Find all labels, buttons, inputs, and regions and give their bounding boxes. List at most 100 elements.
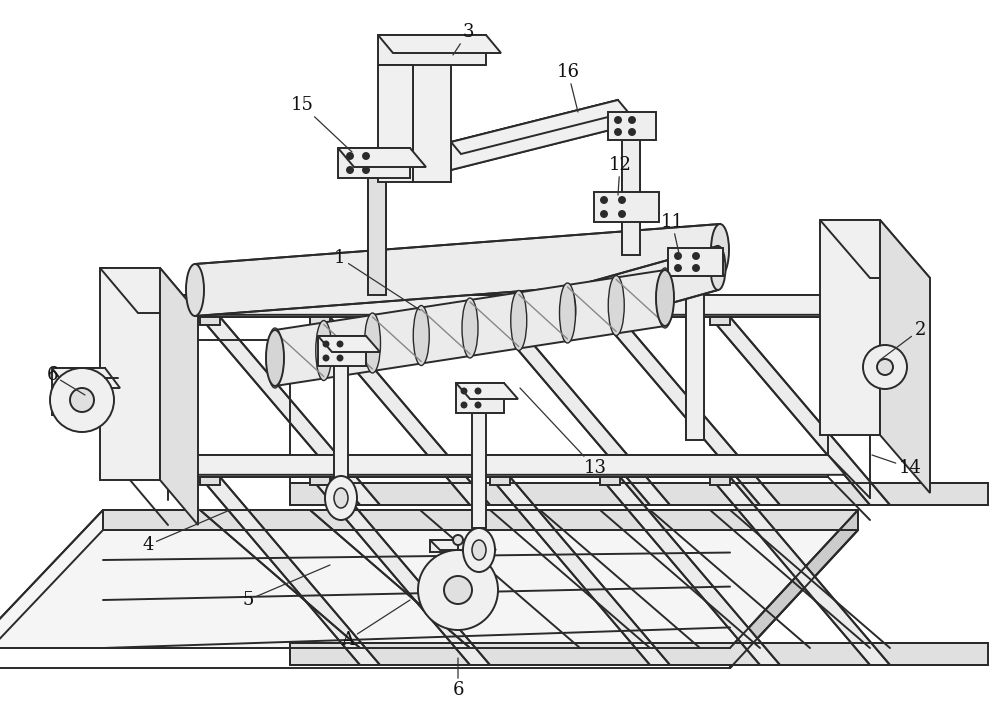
Polygon shape bbox=[456, 383, 504, 413]
Circle shape bbox=[629, 129, 635, 135]
Polygon shape bbox=[200, 317, 220, 325]
Circle shape bbox=[877, 359, 893, 375]
Polygon shape bbox=[378, 35, 501, 53]
Ellipse shape bbox=[334, 488, 348, 508]
Polygon shape bbox=[594, 192, 659, 222]
Polygon shape bbox=[472, 413, 486, 528]
Polygon shape bbox=[710, 317, 890, 505]
Circle shape bbox=[629, 117, 635, 123]
Text: 5: 5 bbox=[242, 565, 330, 609]
Polygon shape bbox=[130, 295, 828, 317]
Circle shape bbox=[863, 345, 907, 389]
Ellipse shape bbox=[656, 270, 674, 326]
Polygon shape bbox=[490, 477, 670, 665]
Polygon shape bbox=[710, 477, 890, 665]
Polygon shape bbox=[130, 455, 845, 475]
Polygon shape bbox=[490, 317, 670, 505]
Ellipse shape bbox=[316, 320, 332, 381]
Polygon shape bbox=[130, 455, 828, 477]
Circle shape bbox=[619, 211, 625, 217]
Circle shape bbox=[615, 129, 621, 135]
Polygon shape bbox=[568, 246, 718, 332]
Text: 1: 1 bbox=[334, 249, 420, 310]
Circle shape bbox=[338, 341, 342, 347]
Polygon shape bbox=[600, 317, 620, 325]
Polygon shape bbox=[368, 178, 386, 295]
Circle shape bbox=[675, 253, 681, 259]
Polygon shape bbox=[52, 368, 120, 388]
Polygon shape bbox=[430, 540, 486, 552]
Text: 6: 6 bbox=[46, 366, 85, 395]
Polygon shape bbox=[608, 112, 656, 140]
Circle shape bbox=[363, 167, 369, 173]
Circle shape bbox=[615, 117, 621, 123]
Circle shape bbox=[50, 368, 114, 432]
Polygon shape bbox=[490, 317, 510, 325]
Polygon shape bbox=[338, 148, 426, 167]
Polygon shape bbox=[490, 477, 510, 485]
Polygon shape bbox=[310, 317, 330, 325]
Circle shape bbox=[453, 535, 463, 545]
Polygon shape bbox=[430, 540, 496, 550]
Polygon shape bbox=[710, 317, 730, 325]
Polygon shape bbox=[0, 510, 858, 648]
Polygon shape bbox=[668, 248, 723, 276]
Polygon shape bbox=[310, 477, 490, 665]
Polygon shape bbox=[880, 220, 930, 493]
Text: 11: 11 bbox=[660, 213, 684, 258]
Polygon shape bbox=[600, 477, 620, 485]
Circle shape bbox=[363, 153, 369, 159]
Ellipse shape bbox=[186, 264, 204, 316]
Text: 3: 3 bbox=[453, 23, 474, 55]
Polygon shape bbox=[310, 317, 490, 505]
Circle shape bbox=[601, 197, 607, 203]
Text: 4: 4 bbox=[142, 510, 230, 554]
Polygon shape bbox=[413, 35, 451, 182]
Ellipse shape bbox=[364, 313, 380, 373]
Polygon shape bbox=[318, 336, 380, 352]
Circle shape bbox=[462, 389, 466, 394]
Polygon shape bbox=[378, 35, 486, 65]
Polygon shape bbox=[600, 317, 780, 505]
Circle shape bbox=[444, 576, 472, 604]
Polygon shape bbox=[290, 483, 988, 505]
Ellipse shape bbox=[463, 528, 495, 572]
Circle shape bbox=[619, 197, 625, 203]
Polygon shape bbox=[195, 224, 720, 316]
Text: 15: 15 bbox=[291, 96, 352, 152]
Circle shape bbox=[70, 388, 94, 412]
Polygon shape bbox=[710, 477, 730, 485]
Polygon shape bbox=[334, 366, 348, 478]
Ellipse shape bbox=[325, 476, 357, 520]
Polygon shape bbox=[130, 295, 845, 314]
Polygon shape bbox=[160, 268, 198, 525]
Ellipse shape bbox=[560, 288, 576, 332]
Polygon shape bbox=[368, 178, 386, 290]
Polygon shape bbox=[275, 270, 665, 386]
Circle shape bbox=[338, 355, 342, 360]
Polygon shape bbox=[338, 148, 410, 178]
Ellipse shape bbox=[657, 268, 673, 328]
Polygon shape bbox=[378, 65, 413, 182]
Text: 13: 13 bbox=[520, 388, 606, 477]
Text: A: A bbox=[342, 600, 410, 649]
Polygon shape bbox=[820, 220, 880, 435]
Polygon shape bbox=[200, 317, 380, 505]
Circle shape bbox=[693, 253, 699, 259]
Ellipse shape bbox=[266, 330, 284, 386]
Ellipse shape bbox=[711, 224, 729, 276]
Polygon shape bbox=[622, 140, 640, 255]
Polygon shape bbox=[451, 100, 628, 154]
Polygon shape bbox=[290, 643, 988, 665]
Polygon shape bbox=[103, 510, 858, 530]
Polygon shape bbox=[451, 100, 618, 170]
Circle shape bbox=[324, 341, 328, 347]
Circle shape bbox=[347, 153, 353, 159]
Polygon shape bbox=[456, 383, 518, 399]
Ellipse shape bbox=[710, 246, 726, 290]
Circle shape bbox=[418, 550, 498, 630]
Polygon shape bbox=[200, 477, 380, 665]
Polygon shape bbox=[200, 477, 220, 485]
Polygon shape bbox=[310, 477, 330, 485]
Text: 2: 2 bbox=[880, 321, 926, 360]
